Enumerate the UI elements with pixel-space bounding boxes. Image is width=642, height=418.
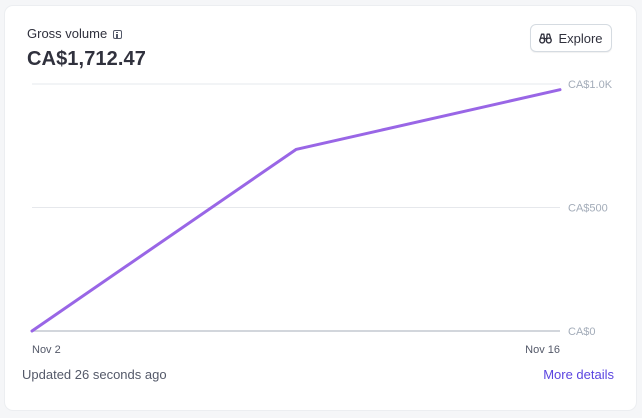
- grid-lines: [32, 83, 560, 332]
- x-axis-ticks: Nov 2 Nov 16: [32, 344, 560, 356]
- info-icon[interactable]: [113, 30, 123, 39]
- x-tick-label: Nov 16: [525, 344, 560, 356]
- explore-button[interactable]: Explore: [530, 24, 612, 52]
- y-tick-label: CA$500: [568, 203, 608, 215]
- y-axis-ticks: CA$0 CA$500 CA$1.0K: [568, 79, 613, 338]
- gross-volume-amount: CA$1,712.47: [27, 48, 146, 70]
- y-tick-label: CA$0: [568, 326, 596, 338]
- series-line: [30, 88, 562, 333]
- card-header: Gross volume: [27, 26, 123, 41]
- more-details-link[interactable]: More details: [543, 367, 614, 382]
- y-tick-label: CA$1.0K: [568, 79, 613, 91]
- explore-button-label: Explore: [558, 30, 603, 46]
- binoculars-icon: [539, 33, 553, 44]
- x-tick-label: Nov 2: [32, 344, 61, 356]
- updated-timestamp: Updated 26 seconds ago: [22, 367, 167, 382]
- series-layer: [30, 88, 562, 333]
- card-title: Gross volume: [27, 26, 108, 41]
